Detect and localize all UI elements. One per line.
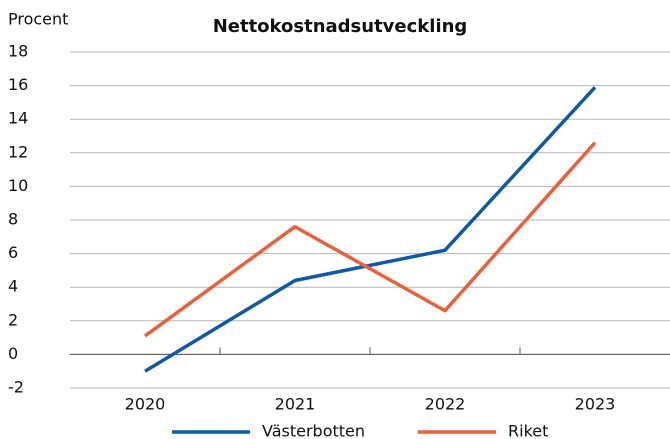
y-tick-label: 18 bbox=[8, 42, 28, 61]
y-tick-label: 0 bbox=[8, 344, 18, 363]
y-tick-label: 16 bbox=[8, 75, 28, 94]
legend-label: Riket bbox=[508, 422, 548, 439]
y-tick-label: 8 bbox=[8, 210, 18, 229]
x-tick-label: 2021 bbox=[275, 395, 316, 414]
x-tick-label: 2022 bbox=[425, 395, 466, 414]
y-tick-label: 4 bbox=[8, 277, 18, 296]
y-tick-label: -2 bbox=[8, 378, 24, 397]
series-line bbox=[144, 86, 597, 373]
y-tick-label: 14 bbox=[8, 109, 28, 128]
legend-label: Västerbotten bbox=[262, 422, 365, 439]
y-axis-label: Procent bbox=[8, 10, 68, 29]
y-tick-label: 6 bbox=[8, 243, 18, 262]
x-tick-label: 2020 bbox=[125, 395, 166, 414]
y-tick-label: 10 bbox=[8, 176, 28, 195]
y-tick-label: 12 bbox=[8, 142, 28, 161]
series-line bbox=[143, 141, 597, 338]
y-tick-label: 2 bbox=[8, 310, 18, 329]
x-tick-label: 2023 bbox=[575, 395, 616, 414]
chart-title: Nettokostnadsutveckling bbox=[213, 16, 468, 37]
